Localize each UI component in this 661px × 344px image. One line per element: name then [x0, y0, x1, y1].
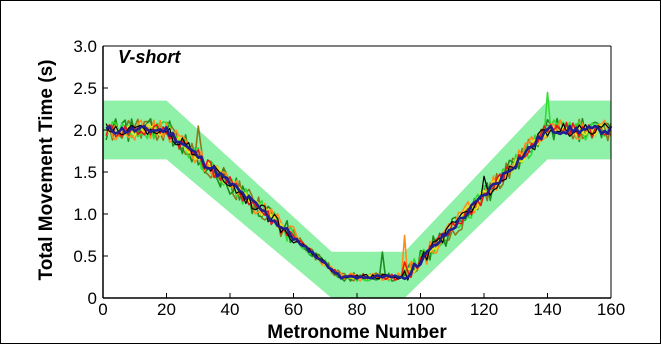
- y-tick-label: 0.5: [73, 247, 97, 266]
- y-tick-label: 1.0: [73, 205, 97, 224]
- series-line: [105, 124, 613, 281]
- series-layer: [105, 91, 613, 282]
- x-axis-label: Metronome Number: [267, 322, 447, 343]
- x-tick-label: 120: [470, 300, 498, 319]
- y-tick-label: 3.0: [73, 37, 97, 56]
- series-line: [105, 119, 612, 282]
- y-tick-label: 2.5: [73, 79, 97, 98]
- y-tick-label: 1.5: [73, 163, 97, 182]
- plot-area: 0 20 40 60 80 100 120 140 160 0 0.5 1.0 1.5 2.0 2.5 3.0: [73, 37, 625, 319]
- panel-label: V-short: [118, 47, 181, 67]
- x-tick-label: 40: [221, 300, 240, 319]
- y-axis-label: Total Movement Time (s): [36, 60, 57, 281]
- y-tick-label: 0: [88, 289, 97, 308]
- x-tick-label: 0: [98, 300, 107, 319]
- ticks-layer: 0 20 40 60 80 100 120 140 160 0 0.5 1.0 1.5 2.0 2.5 3.0: [73, 37, 625, 319]
- x-tick-label: 80: [348, 300, 367, 319]
- x-tick-label: 140: [533, 300, 561, 319]
- x-tick-label: 60: [284, 300, 303, 319]
- x-tick-label: 20: [157, 300, 176, 319]
- x-tick-label: 160: [597, 300, 625, 319]
- x-tick-label: 100: [406, 300, 434, 319]
- y-tick-label: 2.0: [73, 121, 97, 140]
